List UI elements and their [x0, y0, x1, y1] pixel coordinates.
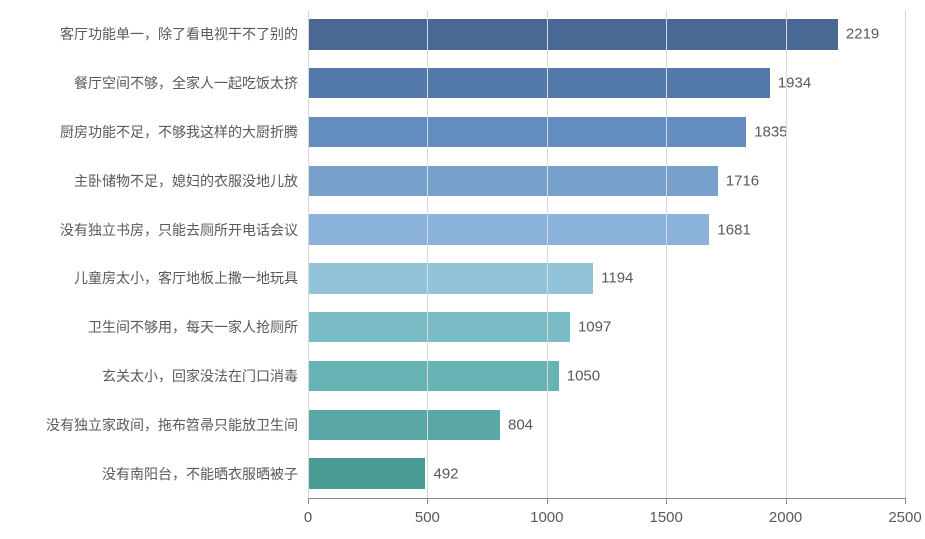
gridline — [666, 10, 667, 498]
bar: 玄关太小，回家没法在门口消毒1050 — [308, 361, 559, 391]
bar-row: 卫生间不够用，每天一家人抢厕所1097 — [308, 312, 905, 342]
bar-row: 主卧储物不足，媳妇的衣服没地儿放1716 — [308, 166, 905, 196]
gridline — [427, 10, 428, 498]
value-label: 804 — [508, 416, 533, 433]
value-label: 1681 — [717, 221, 750, 238]
bar: 没有南阳台，不能晒衣服晒被子492 — [308, 458, 425, 488]
bar-row: 没有独立家政间，拖布笤帚只能放卫生间804 — [308, 410, 905, 440]
gridline — [786, 10, 787, 498]
bar: 儿童房太小，客厅地板上撒一地玩具1194 — [308, 263, 593, 293]
bar: 没有独立书房，只能去厕所开电话会议1681 — [308, 214, 709, 244]
bar-chart: 客厅功能单一，除了看电视干不了别的2219餐厅空间不够，全家人一起吃饭太挤193… — [0, 0, 925, 539]
category-label: 没有南阳台，不能晒衣服晒被子 — [8, 464, 308, 484]
bar-row: 没有南阳台，不能晒衣服晒被子492 — [308, 458, 905, 488]
category-label: 卫生间不够用，每天一家人抢厕所 — [8, 317, 308, 337]
value-label: 1097 — [578, 319, 611, 336]
category-label: 餐厅空间不够，全家人一起吃饭太挤 — [8, 73, 308, 93]
bar-row: 餐厅空间不够，全家人一起吃饭太挤1934 — [308, 68, 905, 98]
bar-row: 没有独立书房，只能去厕所开电话会议1681 — [308, 214, 905, 244]
tick-label: 0 — [304, 509, 312, 526]
value-label: 1934 — [778, 75, 811, 92]
value-label: 1050 — [567, 367, 600, 384]
gridline — [308, 10, 309, 498]
bars-group: 客厅功能单一，除了看电视干不了别的2219 餐厅空间不够，全家人一起吃饭太挤193… — [308, 10, 905, 498]
bar: 没有独立家政间，拖布笤帚只能放卫生间804 — [308, 410, 500, 440]
value-label: 492 — [433, 465, 458, 482]
tick-label: 2000 — [769, 509, 802, 526]
plot-area: 客厅功能单一，除了看电视干不了别的2219 餐厅空间不够，全家人一起吃饭太挤193… — [308, 10, 905, 499]
bar: 客厅功能单一，除了看电视干不了别的2219 — [308, 19, 838, 49]
category-label: 儿童房太小，客厅地板上撒一地玩具 — [8, 268, 308, 288]
category-label: 主卧储物不足，媳妇的衣服没地儿放 — [8, 171, 308, 191]
bar-row: 厨房功能不足，不够我这样的大厨折腾1835 — [308, 117, 905, 147]
value-label: 2219 — [846, 26, 879, 43]
tick-mark — [427, 498, 428, 504]
bar-row: 玄关太小，回家没法在门口消毒1050 — [308, 361, 905, 391]
category-label: 玄关太小，回家没法在门口消毒 — [8, 366, 308, 386]
tick-mark — [547, 498, 548, 504]
tick-label: 1000 — [530, 509, 563, 526]
tick-mark — [905, 498, 906, 504]
bar: 餐厅空间不够，全家人一起吃饭太挤1934 — [308, 68, 770, 98]
bar: 主卧储物不足，媳妇的衣服没地儿放1716 — [308, 166, 718, 196]
value-label: 1194 — [601, 270, 633, 287]
tick-label: 2500 — [888, 509, 921, 526]
bar-row: 儿童房太小，客厅地板上撒一地玩具1194 — [308, 263, 905, 293]
tick-label: 500 — [415, 509, 440, 526]
value-label: 1835 — [754, 123, 787, 140]
category-label: 没有独立书房，只能去厕所开电话会议 — [8, 220, 308, 240]
tick-label: 1500 — [650, 509, 683, 526]
category-label: 厨房功能不足，不够我这样的大厨折腾 — [8, 122, 308, 142]
gridline — [547, 10, 548, 498]
bar-row: 客厅功能单一，除了看电视干不了别的2219 — [308, 19, 905, 49]
category-label: 客厅功能单一，除了看电视干不了别的 — [8, 24, 308, 44]
tick-mark — [666, 498, 667, 504]
tick-mark — [308, 498, 309, 504]
bar: 厨房功能不足，不够我这样的大厨折腾1835 — [308, 117, 746, 147]
gridline — [905, 10, 906, 498]
bar: 卫生间不够用，每天一家人抢厕所1097 — [308, 312, 570, 342]
category-label: 没有独立家政间，拖布笤帚只能放卫生间 — [8, 415, 308, 435]
tick-mark — [786, 498, 787, 504]
value-label: 1716 — [726, 172, 759, 189]
